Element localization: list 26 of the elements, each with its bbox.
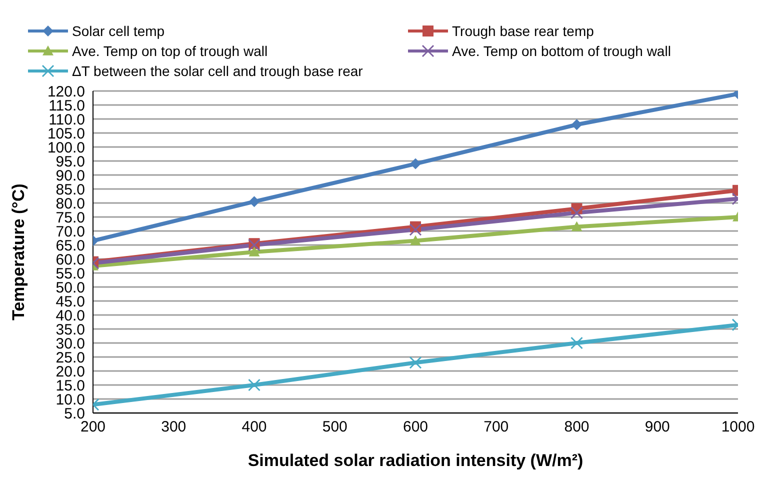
point <box>571 221 582 232</box>
legend-label: Solar cell temp <box>72 23 165 39</box>
x-tick-label: 300 <box>161 418 186 436</box>
legend-label: Trough base rear temp <box>452 23 594 39</box>
point <box>248 246 260 256</box>
point <box>571 119 582 130</box>
x-tick-label: 800 <box>564 418 590 436</box>
point <box>410 235 421 246</box>
x-axis-title: Simulated solar radiation intensity (W/m²) <box>248 451 584 470</box>
point <box>409 356 422 369</box>
x-tick-label: 1000 <box>721 418 755 436</box>
point <box>570 206 583 220</box>
x-tick-label: 500 <box>322 418 348 436</box>
point <box>410 158 421 170</box>
x-tick-label: 400 <box>242 418 267 436</box>
point <box>248 378 260 392</box>
legend-label: Ave. Temp on top of trough wall <box>72 43 268 59</box>
x-tick-label: 700 <box>484 418 509 436</box>
x-tick-label: 600 <box>402 418 428 436</box>
y-axis-title: Temperature (°C) <box>9 184 28 320</box>
x-tick-label: 900 <box>644 418 670 436</box>
point <box>248 196 260 208</box>
point <box>570 336 583 350</box>
legend-label: ΔT between the solar cell and trough base rear <box>72 63 363 79</box>
point <box>409 223 422 236</box>
legend-label: Ave. Temp on bottom of trough wall <box>452 43 671 59</box>
